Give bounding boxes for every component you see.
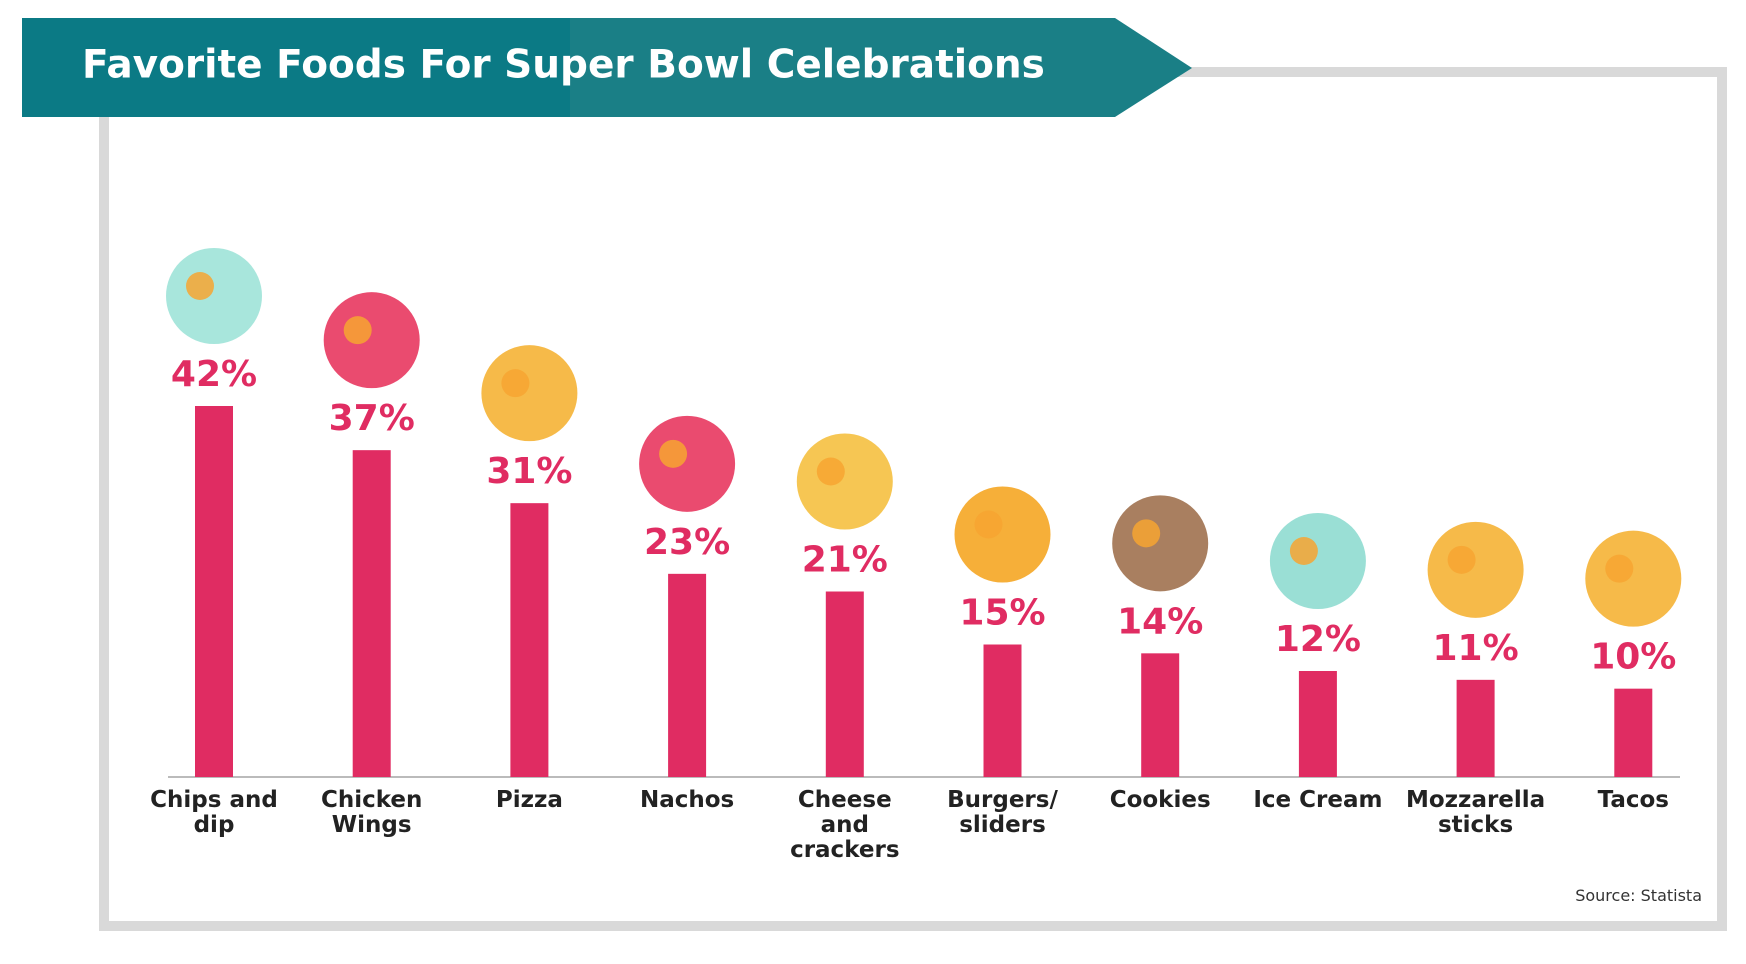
bar <box>1298 671 1337 777</box>
x-tick-label: Ice Cream <box>1253 787 1383 813</box>
food-icon-detail <box>343 316 372 345</box>
chart-title: Favorite Foods For Super Bowl Celebratio… <box>82 43 1045 88</box>
food-icon-detail <box>1132 519 1161 548</box>
food-icon-detail <box>186 272 214 300</box>
bar <box>983 644 1022 777</box>
value-label: 12% <box>1275 619 1361 660</box>
food-icon-detail <box>659 439 688 468</box>
source: Source: Statista <box>1575 886 1702 905</box>
value-label: 14% <box>1117 601 1203 642</box>
value-label: 31% <box>486 451 572 492</box>
food-icon-detail <box>1447 545 1476 574</box>
food-icon <box>166 248 262 344</box>
x-tick-label: Chicken Wings <box>320 787 423 838</box>
value-label: 42% <box>171 354 257 395</box>
food-icon-detail <box>1605 554 1634 583</box>
bar <box>1141 653 1180 777</box>
value-label: 21% <box>802 540 888 581</box>
x-tick-label: Pizza <box>495 787 563 813</box>
food-icon <box>954 486 1051 583</box>
food-icon-detail <box>501 369 530 398</box>
value-label: 11% <box>1433 628 1519 669</box>
value-label: 37% <box>329 398 415 439</box>
food-icon <box>639 415 736 512</box>
bar <box>195 406 233 777</box>
food-icon-detail <box>816 457 845 486</box>
food-icon <box>1585 530 1682 627</box>
value-label: 15% <box>959 593 1045 634</box>
food-icon-detail <box>1289 537 1318 565</box>
bar <box>352 450 391 777</box>
food-icon <box>1269 513 1366 609</box>
food-icon-detail <box>974 510 1003 539</box>
bar <box>825 591 864 777</box>
banner-left <box>22 18 570 117</box>
food-icon <box>481 345 578 442</box>
bar <box>668 573 707 777</box>
food-icon <box>1427 521 1524 618</box>
x-tick-label: Mozzarella sticks <box>1405 787 1546 838</box>
x-tick-label: Cheese and crackers <box>790 787 900 863</box>
food-icon <box>323 292 420 389</box>
x-tick-label: Tacos <box>1597 787 1669 813</box>
value-label: 10% <box>1590 637 1676 678</box>
x-tick-label: Cookies <box>1109 787 1211 813</box>
food-icon <box>1112 495 1209 592</box>
x-tick-label: Nachos <box>639 787 735 813</box>
value-label: 23% <box>644 522 730 563</box>
x-tick-label: Burgers/ sliders <box>947 787 1058 838</box>
food-icon <box>796 433 893 530</box>
x-tick-label: Chips and dip <box>150 787 278 838</box>
bar <box>1456 679 1495 777</box>
bar <box>1614 688 1653 777</box>
bar <box>510 503 549 777</box>
